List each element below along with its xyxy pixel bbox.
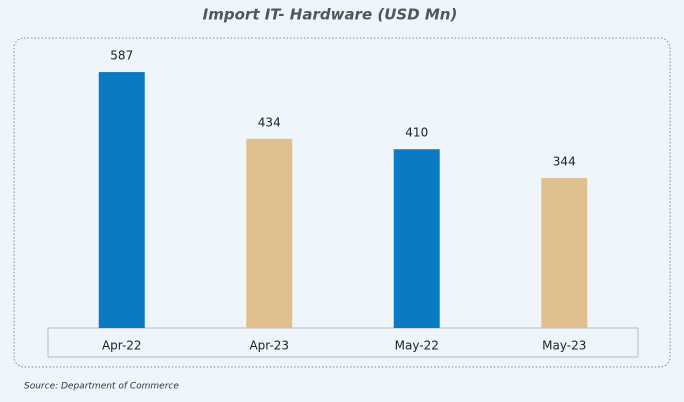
- value-label: 410: [405, 126, 428, 140]
- x-tick-label: May-23: [542, 339, 586, 353]
- x-tick-label: Apr-22: [102, 339, 142, 353]
- x-tick-label: Apr-23: [249, 339, 289, 353]
- x-tick-label: May-22: [395, 339, 439, 353]
- chart-frame: [13, 37, 671, 368]
- chart-title: Import IT- Hardware (USD Mn): [203, 6, 458, 24]
- value-label: 587: [110, 49, 133, 63]
- value-label: 344: [553, 155, 576, 169]
- bar: [393, 149, 440, 328]
- source-note: Source: Department of Commerce: [24, 382, 179, 392]
- bar: [98, 72, 145, 329]
- bar: [246, 138, 293, 328]
- bar: [541, 178, 588, 328]
- value-label: 434: [258, 115, 281, 129]
